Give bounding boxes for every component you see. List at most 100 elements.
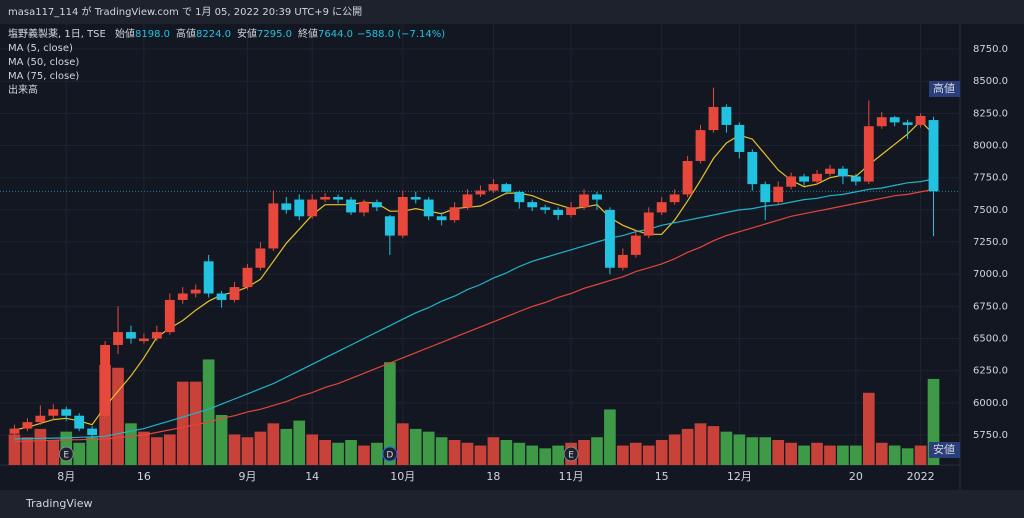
- event-badge: [563, 446, 579, 462]
- candle-body: [151, 332, 162, 339]
- legend-value: 8198.0: [135, 29, 170, 40]
- volume-bar: [862, 392, 875, 465]
- candle-body: [74, 415, 85, 429]
- symbol: 塩野義製薬, 1日, TSE: [8, 27, 106, 40]
- candle-body: [203, 261, 214, 294]
- legend-value: 7295.0: [257, 29, 292, 40]
- candle-body: [540, 207, 551, 210]
- y-tick-label: 6500.0: [973, 334, 1008, 345]
- candle-body: [113, 332, 123, 345]
- volume-bar: [629, 442, 642, 465]
- y-tick-label: 6000.0: [973, 398, 1008, 409]
- candle-body: [190, 289, 201, 294]
- volume-bar: [461, 442, 474, 465]
- candle-body: [773, 186, 784, 203]
- volume-bar: [138, 431, 150, 465]
- legend-entry: MA (50, close): [8, 57, 79, 68]
- candle-body: [488, 184, 499, 191]
- volume-bar: [772, 440, 785, 465]
- y-tick-label: 6750.0: [973, 301, 1008, 312]
- volume-bar: [720, 431, 733, 465]
- candle-body: [333, 197, 344, 200]
- volume-bar: [47, 440, 60, 465]
- candle-body: [61, 409, 72, 416]
- volume-bar: [487, 437, 500, 465]
- volume-bar: [306, 434, 319, 465]
- volume-bar: [215, 415, 228, 465]
- volume-bar: [914, 445, 927, 465]
- candle-body: [255, 248, 266, 268]
- volume-bar: [824, 445, 836, 465]
- volume-bar: [448, 440, 461, 465]
- volume-bar: [707, 426, 720, 465]
- volume-bar: [539, 448, 552, 465]
- candle-body: [100, 344, 111, 416]
- candle-body: [462, 194, 473, 208]
- y-tick-label: 5750.0: [973, 430, 1008, 441]
- candle-body: [734, 124, 745, 152]
- candle-body: [475, 190, 486, 195]
- ma-line: [14, 188, 934, 443]
- volume-bar: [681, 428, 694, 465]
- volume-bar: [668, 434, 681, 465]
- volume-bar: [500, 440, 513, 465]
- candle-body: [902, 122, 913, 125]
- candle-body: [242, 267, 253, 288]
- candle-body: [786, 176, 797, 187]
- candle-body: [87, 428, 98, 436]
- volume-bar: [280, 428, 293, 465]
- candle-body: [177, 293, 188, 300]
- candle-body: [527, 202, 538, 208]
- volume-bar: [371, 442, 383, 465]
- candle-body: [928, 120, 939, 192]
- ma-line: [14, 178, 934, 440]
- volume-bar: [435, 437, 448, 465]
- header-bar: [0, 0, 1024, 24]
- candle-body: [915, 115, 926, 125]
- candle-body: [579, 194, 589, 208]
- x-tick-label: 15: [655, 470, 669, 483]
- volume-bar: [474, 445, 487, 465]
- volume-bar: [319, 440, 331, 465]
- volume-bar: [228, 434, 241, 465]
- candle-body: [682, 160, 693, 195]
- price-marker: 高値: [933, 81, 955, 95]
- event-badge: [382, 446, 398, 462]
- y-tick-label: 7000.0: [973, 269, 1008, 280]
- candle-body: [138, 338, 149, 342]
- x-tick-label: 2022: [907, 470, 935, 483]
- volume-bar: [86, 437, 98, 465]
- candle-body: [281, 203, 292, 210]
- volume-bar: [617, 445, 629, 465]
- volume-bar: [345, 440, 357, 465]
- volume-bar: [293, 420, 306, 465]
- legend-key: 終値: [298, 27, 318, 40]
- volume-bar: [798, 445, 810, 465]
- volume-bar: [112, 367, 124, 465]
- x-tick-label: 20: [849, 470, 863, 483]
- candle-body: [436, 216, 447, 221]
- candle-body: [643, 212, 654, 236]
- volume-bar: [927, 378, 940, 465]
- candle-body: [695, 130, 706, 161]
- volume-bar: [125, 423, 137, 465]
- candle-body: [22, 422, 33, 429]
- candle-body: [423, 199, 434, 217]
- volume-bar: [837, 445, 849, 465]
- x-tick-label: 10月: [390, 470, 415, 483]
- y-tick-label: 7750.0: [973, 173, 1008, 184]
- x-tick-label: 12月: [727, 470, 752, 483]
- price-marker-bg: [929, 442, 960, 458]
- candle-body: [553, 209, 564, 216]
- volume-bar: [694, 423, 707, 465]
- candle-body: [721, 106, 732, 125]
- ma-line: [14, 120, 934, 431]
- volume-bar: [202, 359, 215, 465]
- x-tick-label: 14: [305, 470, 319, 483]
- candle-body: [825, 168, 835, 174]
- volume-bar: [267, 423, 280, 465]
- volume-bar: [746, 437, 759, 465]
- candle-body: [346, 199, 356, 213]
- legend-key: 高値: [176, 27, 196, 40]
- y-tick-label: 8000.0: [973, 141, 1008, 152]
